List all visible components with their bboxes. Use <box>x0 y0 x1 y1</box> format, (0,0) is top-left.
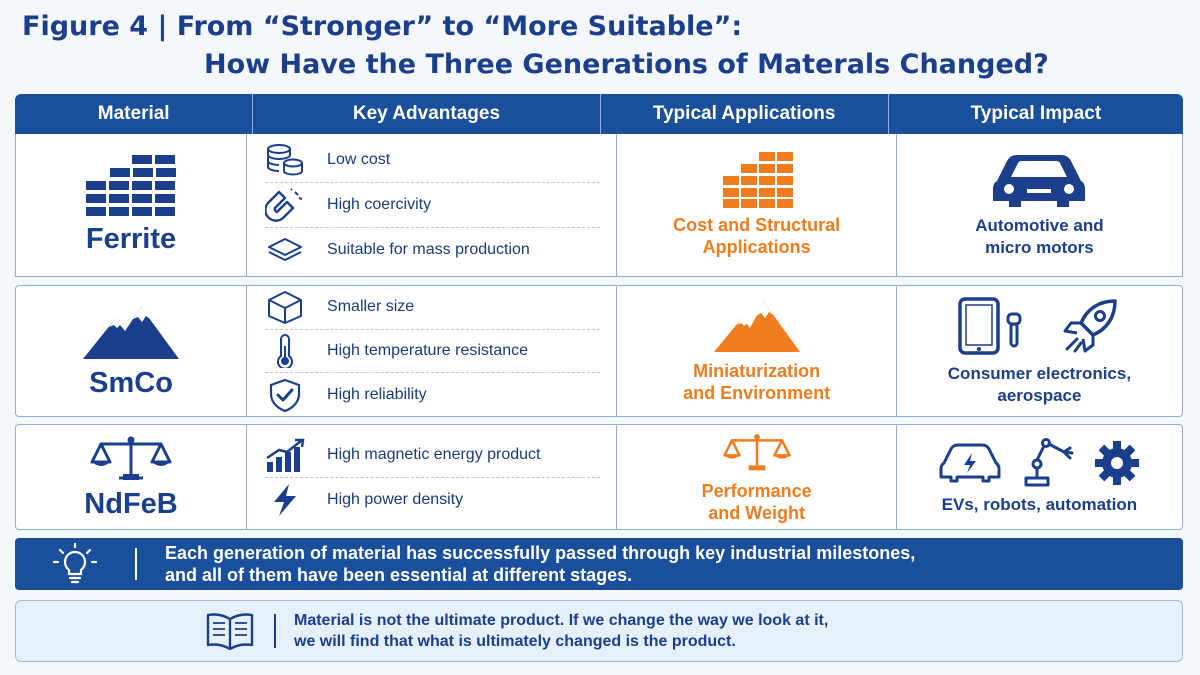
advantages-cell: High magnetic energy product High power … <box>247 425 618 529</box>
brick-wall-icon <box>722 152 793 208</box>
banner-line-2: and all of them have been essential at d… <box>165 565 633 585</box>
application-line-1: Performance <box>701 481 812 501</box>
application-line-1: Miniaturization <box>693 361 821 381</box>
lightbulb-icon <box>52 542 98 584</box>
figure-title: Figure 4 | From “Stronger” to “More Suit… <box>22 8 1182 84</box>
advantage-text: High reliability <box>327 385 427 403</box>
mountain-icon <box>83 306 180 359</box>
banner-divider <box>135 548 137 580</box>
material-cell: Ferrite <box>16 134 248 276</box>
impact-icons <box>938 438 1140 488</box>
balance-scale-icon <box>722 434 791 471</box>
advantage-text: Suitable for mass production <box>327 241 530 258</box>
advantages-cell: Smaller size High temperature resistance… <box>247 286 618 416</box>
car-icon <box>993 155 1086 207</box>
note-text: Material is not the ultimate product. If… <box>294 610 828 652</box>
material-name: NdFeB <box>84 487 178 520</box>
shield-check-icon <box>269 378 301 412</box>
application-text: Cost and Structural Applications <box>673 214 840 258</box>
mountain-icon <box>713 302 800 352</box>
magnet-icon <box>265 188 303 222</box>
open-book-icon <box>206 613 254 651</box>
impact-line-1: Consumer electronics, <box>947 364 1132 383</box>
lightbulb-icon-wrap <box>15 542 135 586</box>
gear-icon <box>1095 441 1140 485</box>
title-line-1: Figure 4 | From “Stronger” to “More Suit… <box>22 11 743 42</box>
note-divider <box>274 614 276 648</box>
impact-line-2: aerospace <box>997 386 1082 405</box>
material-name: SmCo <box>89 366 173 399</box>
robot-arm-icon <box>1024 438 1074 487</box>
application-line-1: Cost and Structural <box>673 215 841 235</box>
cube-icon <box>268 291 303 325</box>
application-cell: Cost and Structural Applications <box>617 134 897 276</box>
header-key-advantages: Key Advantages <box>253 94 601 134</box>
impact-cell: Automotive and micro motors <box>897 134 1182 276</box>
bar-chart-up-icon <box>266 438 305 472</box>
advantage-item: High coercivity <box>265 183 601 228</box>
impact-text: Consumer electronics, aerospace <box>948 363 1131 407</box>
note-line-2: we will find that what is ultimately cha… <box>294 633 736 650</box>
header-typical-impact: Typical Impact <box>970 103 1102 124</box>
coin-stack-icon <box>267 144 304 176</box>
advantage-item: High power density <box>265 478 600 522</box>
note-line-1: Material is not the ultimate product. If… <box>294 612 829 629</box>
table-row-ndfeb: NdFeB High magnetic energy product High … <box>15 424 1183 530</box>
summary-banner: Each generation of material has successf… <box>15 538 1183 590</box>
banner-text: Each generation of material has successf… <box>165 542 915 586</box>
application-line-2: and Weight <box>708 503 805 523</box>
advantage-text: High power density <box>327 490 464 508</box>
advantage-item: High magnetic energy product <box>265 433 601 478</box>
header-typical-applications: Typical Applications <box>601 94 889 134</box>
advantage-item: High reliability <box>265 373 600 416</box>
balance-scale-icon <box>90 436 172 480</box>
tablet-earbud-icon <box>958 297 1022 355</box>
advantage-text: Smaller size <box>327 298 415 316</box>
material-cell: NdFeB <box>16 425 248 529</box>
application-line-2: and Environment <box>683 383 831 403</box>
ev-car-icon <box>939 443 1001 483</box>
table-row-smco: SmCo Smaller size High temperature resis… <box>15 285 1183 417</box>
impact-line-2: micro motors <box>985 238 1094 257</box>
lightning-icon <box>274 483 297 516</box>
advantage-item: Low cost <box>265 138 601 183</box>
open-book-icon-wrap <box>16 611 274 651</box>
table-header: Material Key Advantages Typical Applicat… <box>15 94 1183 134</box>
brick-wall-icon <box>86 154 177 216</box>
table-row-ferrite: Ferrite Low cost High coercivity <box>15 134 1183 277</box>
impact-line-1: EVs, robots, automation <box>941 495 1138 514</box>
impact-text: EVs, robots, automation <box>942 494 1138 516</box>
advantage-text: High temperature resistance <box>327 342 529 359</box>
advantage-text: High magnetic energy product <box>327 445 541 463</box>
application-text: Miniaturization and Environment <box>683 360 830 404</box>
rocket-icon <box>1063 299 1118 353</box>
title-line-2: How Have the Three Generations of Matera… <box>204 49 1049 80</box>
advantage-item: High temperature resistance <box>265 330 601 374</box>
header-material: Material <box>15 94 254 134</box>
advantage-text: High coercivity <box>327 196 432 213</box>
thermometer-icon <box>277 334 294 368</box>
application-cell: Miniaturization and Environment <box>617 286 897 416</box>
impact-line-1: Automotive and <box>975 216 1104 235</box>
advantage-item: Suitable for mass production <box>265 228 600 272</box>
advantage-item: Smaller size <box>265 286 601 330</box>
application-cell: Performance and Weight <box>617 425 897 529</box>
layers-icon <box>268 238 303 261</box>
banner-line-1: Each generation of material has successf… <box>165 543 916 563</box>
closing-note: Material is not the ultimate product. If… <box>15 600 1183 662</box>
material-cell: SmCo <box>16 286 248 416</box>
advantage-text: Low cost <box>327 151 391 168</box>
advantages-cell: Low cost High coercivity Suitable for ma… <box>247 134 618 276</box>
application-text: Performance and Weight <box>702 480 812 524</box>
impact-cell: EVs, robots, automation <box>897 425 1182 529</box>
impact-icons <box>957 295 1121 357</box>
impact-text: Automotive and micro motors <box>975 215 1103 259</box>
application-line-2: Applications <box>702 237 811 257</box>
material-name: Ferrite <box>85 222 177 255</box>
impact-cell: Consumer electronics, aerospace <box>897 286 1182 416</box>
